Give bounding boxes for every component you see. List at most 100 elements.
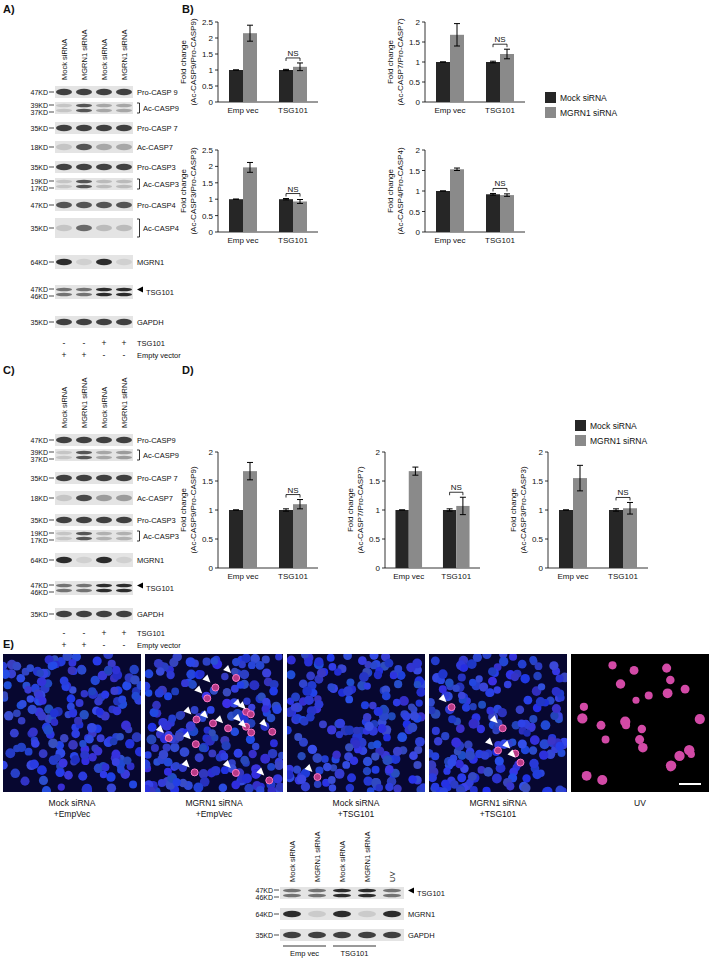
nucleus bbox=[552, 687, 561, 696]
nucleus bbox=[429, 698, 435, 707]
bar-chart: 00.511.52Fold change(Ac-CASP7/Pro-CASP7)… bbox=[386, 18, 617, 118]
band bbox=[56, 104, 72, 108]
condition-label: Empty vector bbox=[137, 641, 181, 650]
bar bbox=[573, 478, 587, 568]
nucleus bbox=[113, 706, 122, 715]
band bbox=[96, 475, 112, 481]
apoptotic-cell bbox=[616, 679, 625, 688]
nucleus bbox=[24, 686, 32, 694]
bar bbox=[229, 70, 243, 102]
apoptotic-cell bbox=[608, 661, 616, 669]
band bbox=[56, 495, 72, 501]
nucleus bbox=[60, 734, 69, 743]
nucleus bbox=[469, 679, 476, 686]
nucleus bbox=[345, 725, 355, 735]
y-axis-label-line: (Ac-CASP9/Pro-CASP9) bbox=[189, 466, 198, 553]
y-tick bbox=[215, 215, 218, 216]
nucleus bbox=[445, 678, 454, 687]
apoptotic-cell bbox=[165, 735, 172, 742]
y-axis-label-line: (Ac-CASP9/Pro-CASP9) bbox=[189, 18, 198, 105]
blot-strip bbox=[55, 491, 133, 505]
band bbox=[116, 180, 132, 184]
band bbox=[56, 537, 72, 541]
annotation: NS bbox=[287, 49, 298, 58]
band bbox=[116, 456, 132, 460]
band bbox=[308, 894, 326, 898]
x-tick-label: TSG101 bbox=[485, 236, 515, 245]
band bbox=[96, 185, 112, 189]
nucleus bbox=[402, 712, 411, 721]
y-axis bbox=[425, 150, 426, 232]
nucleus bbox=[429, 773, 437, 782]
nucleus bbox=[549, 661, 558, 670]
nucleus bbox=[429, 760, 436, 770]
bar bbox=[409, 471, 422, 568]
nucleus bbox=[336, 731, 343, 738]
arrowhead bbox=[490, 715, 498, 723]
arrowhead bbox=[183, 731, 191, 739]
nucleus bbox=[77, 665, 86, 674]
nucleus bbox=[193, 783, 203, 792]
apoptotic-cell bbox=[494, 747, 501, 754]
nucleus bbox=[191, 706, 199, 714]
condition-sign: + bbox=[82, 350, 87, 360]
y-axis-label-line: Fold change bbox=[509, 487, 518, 532]
error-bar bbox=[490, 61, 496, 63]
y-axis bbox=[218, 22, 219, 102]
nucleus bbox=[256, 786, 264, 792]
nucleus bbox=[523, 729, 530, 736]
bar bbox=[443, 510, 456, 568]
nucleus bbox=[522, 774, 530, 782]
band bbox=[116, 185, 132, 189]
nucleus bbox=[518, 660, 527, 669]
nucleus bbox=[327, 725, 336, 734]
figure: A)B)C)D)E)Mock siRNAMGRN1 siRNAMock siRN… bbox=[0, 0, 712, 967]
band bbox=[76, 185, 92, 189]
mw-label: 37KD bbox=[30, 109, 48, 116]
mw-tick bbox=[49, 228, 54, 229]
y-tick bbox=[215, 70, 218, 71]
band bbox=[383, 889, 401, 893]
nucleus bbox=[529, 746, 537, 754]
nucleus bbox=[536, 697, 546, 707]
apoptotic-cell bbox=[688, 751, 695, 758]
mw-tick bbox=[49, 440, 54, 441]
nucleus bbox=[353, 727, 360, 734]
band bbox=[383, 932, 401, 938]
mw-label: 19KD bbox=[30, 530, 48, 537]
apoptotic-cell bbox=[314, 774, 321, 781]
y-tick-label: 0.5 bbox=[202, 212, 214, 221]
caption-line: +TSG101 bbox=[480, 809, 517, 819]
nucleus bbox=[4, 681, 12, 689]
blot-strip bbox=[280, 887, 404, 899]
caption-line: UV bbox=[634, 798, 646, 808]
bar-chart: 00.511.52Fold change(Ac-CASP4/Pro-CASP4)… bbox=[386, 146, 525, 245]
y-tick bbox=[215, 22, 218, 23]
band bbox=[116, 225, 132, 231]
nucleus bbox=[370, 654, 379, 660]
nucleus bbox=[530, 735, 540, 745]
legend-swatch bbox=[545, 92, 556, 103]
nucleus bbox=[447, 758, 456, 767]
nucleus bbox=[448, 715, 456, 723]
bar-chart: 00.511.52Fold change(Ac-CASP7/Pro-CASP7)… bbox=[346, 448, 480, 581]
condition-sign: + bbox=[102, 628, 107, 638]
bracket bbox=[137, 103, 140, 113]
arrowhead bbox=[507, 750, 515, 758]
mw-label: 47KD bbox=[255, 887, 273, 894]
mw-tick bbox=[49, 205, 54, 206]
nucleus bbox=[382, 692, 391, 701]
blot-strip bbox=[55, 581, 133, 595]
nucleus bbox=[267, 763, 275, 771]
row-label: Ac-CASP3 bbox=[143, 532, 179, 541]
arrowhead bbox=[256, 767, 264, 775]
nucleus bbox=[478, 701, 486, 709]
error-bar bbox=[233, 70, 239, 71]
nucleus bbox=[371, 752, 379, 760]
nucleus bbox=[312, 753, 322, 763]
y-tick-label: 2 bbox=[539, 448, 544, 457]
nucleus bbox=[486, 707, 494, 715]
x-tick-label: TSG101 bbox=[441, 572, 471, 581]
nucleus bbox=[483, 767, 493, 777]
nucleus bbox=[275, 761, 283, 770]
